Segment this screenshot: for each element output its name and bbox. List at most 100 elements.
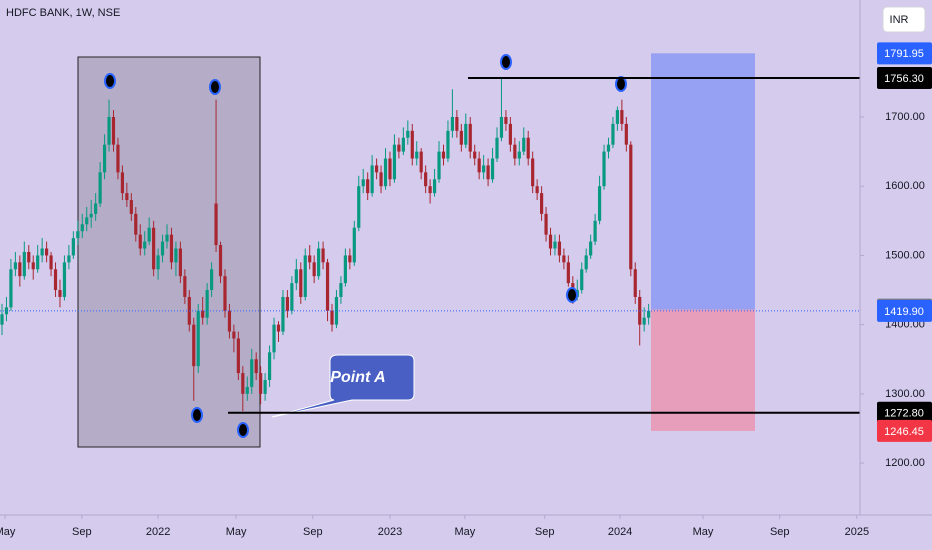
candle-body bbox=[227, 310, 232, 332]
candle-body bbox=[232, 331, 236, 339]
candle-body bbox=[455, 116, 459, 131]
candle-body bbox=[263, 380, 267, 394]
candle-body bbox=[272, 324, 276, 353]
currency[interactable]: INR bbox=[890, 14, 909, 26]
candle-body bbox=[441, 151, 446, 159]
y-tick-label: 1700.00 bbox=[885, 111, 925, 123]
price-tag-label: 1791.95 bbox=[884, 48, 924, 60]
candle-body bbox=[464, 123, 468, 145]
candle-body bbox=[553, 241, 557, 249]
candle-body bbox=[62, 262, 67, 297]
currency-button[interactable] bbox=[882, 6, 926, 33]
price-tag bbox=[877, 299, 932, 322]
candle-body bbox=[152, 227, 156, 270]
candle-body bbox=[94, 203, 98, 214]
candle-body bbox=[522, 137, 526, 152]
y-tick-label: 1600.00 bbox=[885, 180, 925, 192]
markers bbox=[104, 54, 627, 438]
candle-body bbox=[116, 144, 120, 173]
marker bbox=[191, 407, 203, 423]
candle-body bbox=[299, 269, 303, 297]
candle-body bbox=[562, 255, 566, 263]
candle-body bbox=[303, 255, 307, 297]
candle-body bbox=[254, 359, 258, 374]
candle-body bbox=[352, 227, 356, 263]
candle-body bbox=[223, 276, 227, 311]
candle-body bbox=[584, 255, 588, 270]
drawings-front: Point A bbox=[104, 54, 860, 438]
candle-body bbox=[379, 172, 383, 187]
candle-body bbox=[192, 324, 196, 367]
candle-body bbox=[415, 151, 419, 159]
candle-body bbox=[437, 151, 441, 180]
candle-body bbox=[597, 186, 602, 221]
candle-body bbox=[205, 290, 209, 318]
candle-body bbox=[174, 248, 178, 263]
candle-body bbox=[620, 110, 624, 124]
x-tick-label: May bbox=[226, 526, 247, 538]
candle-body bbox=[473, 151, 477, 159]
candle-body bbox=[401, 137, 405, 152]
candle-body bbox=[357, 186, 361, 228]
candle-body bbox=[49, 255, 53, 270]
x-tick-label: May bbox=[455, 526, 476, 538]
candle-body bbox=[102, 144, 107, 173]
candle-body bbox=[566, 262, 570, 284]
candle-body bbox=[107, 116, 111, 145]
price-tag-label: 1756.30 bbox=[884, 73, 924, 85]
marker bbox=[500, 54, 512, 70]
candle-body bbox=[406, 130, 410, 138]
candle-body bbox=[58, 290, 62, 297]
x-tick-label: 2022 bbox=[146, 526, 170, 538]
candle-body bbox=[424, 172, 428, 187]
candle-body bbox=[361, 179, 365, 187]
x-tick-label: Sep bbox=[303, 526, 323, 538]
candle-body bbox=[539, 193, 544, 214]
candle-body bbox=[517, 151, 521, 159]
price-tags: 1791.951756.301421.701419.901272.801246.… bbox=[877, 42, 932, 442]
candle-body bbox=[557, 241, 562, 256]
candle-body bbox=[89, 213, 93, 218]
candle-body bbox=[633, 269, 637, 297]
y-tick-label: 1500.00 bbox=[885, 249, 925, 261]
candle-body bbox=[218, 245, 223, 277]
candle-body bbox=[125, 193, 129, 201]
candle-body bbox=[531, 158, 535, 187]
candle-body bbox=[85, 217, 89, 225]
candle-body bbox=[629, 144, 633, 270]
candle-body bbox=[312, 262, 316, 277]
candle-body bbox=[482, 165, 486, 173]
candle-body bbox=[22, 251, 26, 277]
candle-body bbox=[397, 144, 401, 152]
candle-body bbox=[374, 165, 379, 173]
candle-body bbox=[281, 296, 285, 332]
candle-body bbox=[428, 186, 432, 194]
candle-body bbox=[13, 262, 17, 270]
price-tag bbox=[877, 401, 932, 424]
candle-body bbox=[45, 248, 49, 256]
candle-body bbox=[548, 234, 553, 249]
candle-body bbox=[134, 213, 138, 235]
candle-body bbox=[495, 137, 499, 159]
target-zone bbox=[651, 53, 755, 310]
candle-body bbox=[196, 310, 200, 367]
candle-body bbox=[241, 373, 245, 394]
candle-body bbox=[201, 310, 205, 318]
candle-body bbox=[276, 324, 281, 332]
candle-body bbox=[147, 227, 151, 242]
x-tick-label: May bbox=[693, 526, 714, 538]
candle-body bbox=[0, 314, 4, 325]
x-tick-label: Sep bbox=[72, 526, 92, 538]
candle-body bbox=[624, 123, 628, 145]
candle-body bbox=[339, 283, 343, 297]
marker bbox=[104, 73, 116, 89]
candle-body bbox=[165, 234, 169, 242]
stop-zone bbox=[651, 309, 755, 431]
candle-body bbox=[27, 251, 31, 263]
candle-body bbox=[642, 317, 646, 325]
candle-body bbox=[366, 179, 370, 194]
candle-body bbox=[432, 179, 437, 194]
candle-body bbox=[214, 203, 218, 246]
x-tick-label: 2023 bbox=[378, 526, 402, 538]
